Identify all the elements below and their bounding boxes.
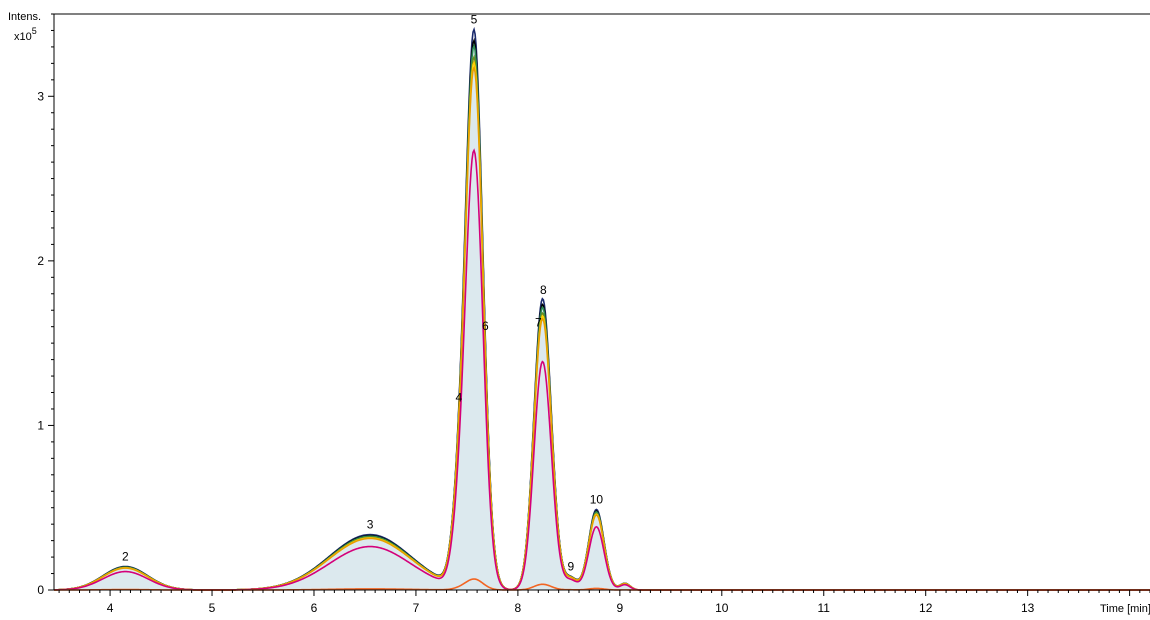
x-tick-label-11: 11: [818, 601, 831, 615]
y-axis-label: Intens.: [8, 11, 41, 23]
peak-label-4: 4: [455, 391, 462, 405]
x-axis-ticks: 4 5 6 7 8 9 10 11 12 13: [58, 590, 1150, 615]
peak-label-6: 6: [482, 319, 489, 333]
series-line-4: [53, 54, 1150, 591]
x-tick-label-12: 12: [919, 601, 933, 615]
y-tick-label-2: 2: [37, 254, 44, 268]
peak-label-9: 9: [568, 559, 575, 573]
x-tick-label-5: 5: [209, 601, 216, 615]
x-tick-label-7: 7: [413, 601, 420, 615]
x-tick-label-8: 8: [515, 601, 522, 615]
series-line-5: [53, 59, 1150, 591]
x-tick-label-9: 9: [616, 601, 623, 615]
peak-label-7: 7: [535, 316, 542, 330]
peak-label-2: 2: [122, 550, 129, 564]
y-axis-ticks: 0 1 2 3: [37, 13, 54, 597]
peak-fill-area: [54, 40, 1150, 590]
peak-label-10: 10: [590, 492, 604, 506]
peak-label-5: 5: [471, 13, 478, 27]
y-axis-scale: x105: [14, 26, 37, 43]
envelope-fill: [54, 40, 1150, 590]
series-line-6: [53, 65, 1150, 591]
y-tick-label-0: 0: [37, 583, 44, 597]
y-tick-label-1: 1: [37, 418, 44, 432]
y-axis-scale-base: x10: [14, 31, 32, 43]
x-tick-label-6: 6: [311, 601, 318, 615]
y-tick-label-3: 3: [37, 89, 44, 103]
x-tick-label-4: 4: [107, 601, 114, 615]
x-tick-label-13: 13: [1021, 601, 1035, 615]
y-axis-scale-exponent: 5: [32, 26, 37, 36]
x-tick-label-10: 10: [715, 601, 729, 615]
peak-label-3: 3: [367, 518, 374, 532]
peak-label-8: 8: [540, 283, 547, 297]
series-line-3: [53, 43, 1150, 591]
x-axis-label: Time [min]: [1100, 603, 1150, 615]
peak-labels: 2 3 4 5 6 7 8 9 10: [122, 13, 603, 574]
series-line-2: [53, 37, 1150, 591]
